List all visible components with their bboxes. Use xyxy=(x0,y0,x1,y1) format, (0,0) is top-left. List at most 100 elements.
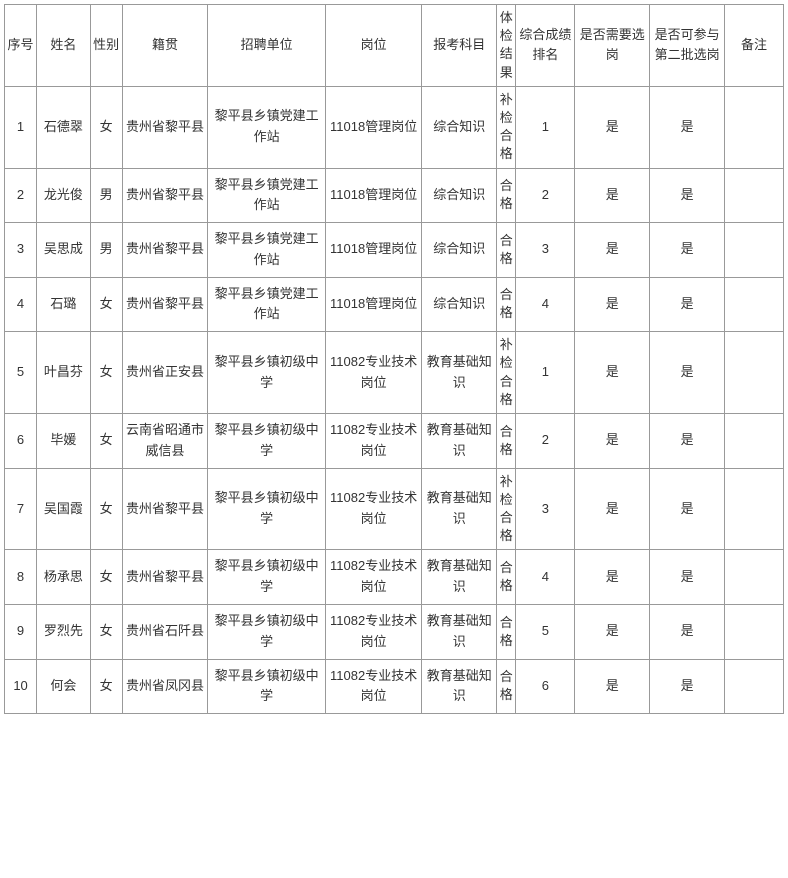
cell-origin: 贵州省黎平县 xyxy=(122,550,208,605)
cell-gender: 女 xyxy=(90,414,122,469)
cell-need: 是 xyxy=(575,332,650,414)
cell-subject: 教育基础知识 xyxy=(422,414,497,469)
cell-origin: 贵州省石阡县 xyxy=(122,604,208,659)
cell-subject: 综合知识 xyxy=(422,277,497,332)
header-origin: 籍贯 xyxy=(122,5,208,87)
cell-name: 毕媛 xyxy=(37,414,91,469)
cell-physical: 补检合格 xyxy=(497,332,516,414)
cell-remark xyxy=(725,659,784,714)
cell-subject: 教育基础知识 xyxy=(422,332,497,414)
cell-rank: 3 xyxy=(516,223,575,278)
cell-physical: 合格 xyxy=(497,277,516,332)
cell-subject: 综合知识 xyxy=(422,223,497,278)
header-gender: 性别 xyxy=(90,5,122,87)
header-need: 是否需要选岗 xyxy=(575,5,650,87)
cell-gender: 男 xyxy=(90,223,122,278)
header-physical: 体检结果 xyxy=(497,5,516,87)
cell-seq: 6 xyxy=(5,414,37,469)
cell-rank: 3 xyxy=(516,468,575,550)
cell-seq: 7 xyxy=(5,468,37,550)
cell-position: 11082专业技术岗位 xyxy=(325,414,421,469)
cell-position: 11082专业技术岗位 xyxy=(325,550,421,605)
cell-rank: 2 xyxy=(516,168,575,223)
cell-second: 是 xyxy=(650,277,725,332)
cell-position: 11082专业技术岗位 xyxy=(325,604,421,659)
cell-origin: 贵州省黎平县 xyxy=(122,223,208,278)
cell-origin: 云南省昭通市威信县 xyxy=(122,414,208,469)
cell-second: 是 xyxy=(650,659,725,714)
cell-second: 是 xyxy=(650,168,725,223)
cell-position: 11018管理岗位 xyxy=(325,168,421,223)
cell-need: 是 xyxy=(575,468,650,550)
cell-origin: 贵州省黎平县 xyxy=(122,86,208,168)
cell-position: 11018管理岗位 xyxy=(325,277,421,332)
cell-gender: 女 xyxy=(90,604,122,659)
cell-unit: 黎平县乡镇初级中学 xyxy=(208,659,326,714)
cell-origin: 贵州省黎平县 xyxy=(122,468,208,550)
cell-physical: 合格 xyxy=(497,604,516,659)
cell-remark xyxy=(725,277,784,332)
cell-seq: 9 xyxy=(5,604,37,659)
cell-unit: 黎平县乡镇党建工作站 xyxy=(208,168,326,223)
cell-need: 是 xyxy=(575,223,650,278)
cell-unit: 黎平县乡镇党建工作站 xyxy=(208,277,326,332)
cell-unit: 黎平县乡镇初级中学 xyxy=(208,414,326,469)
cell-subject: 教育基础知识 xyxy=(422,604,497,659)
cell-need: 是 xyxy=(575,550,650,605)
header-remark: 备注 xyxy=(725,5,784,87)
cell-unit: 黎平县乡镇初级中学 xyxy=(208,604,326,659)
cell-rank: 4 xyxy=(516,277,575,332)
cell-origin: 贵州省黎平县 xyxy=(122,277,208,332)
cell-name: 何会 xyxy=(37,659,91,714)
cell-name: 石璐 xyxy=(37,277,91,332)
cell-position: 11082专业技术岗位 xyxy=(325,332,421,414)
table-row: 10何会女贵州省凤冈县黎平县乡镇初级中学11082专业技术岗位教育基础知识合格6… xyxy=(5,659,784,714)
cell-seq: 4 xyxy=(5,277,37,332)
cell-gender: 男 xyxy=(90,168,122,223)
cell-physical: 补检合格 xyxy=(497,468,516,550)
cell-position: 11018管理岗位 xyxy=(325,223,421,278)
cell-seq: 10 xyxy=(5,659,37,714)
cell-rank: 6 xyxy=(516,659,575,714)
cell-second: 是 xyxy=(650,332,725,414)
cell-need: 是 xyxy=(575,659,650,714)
cell-physical: 合格 xyxy=(497,414,516,469)
cell-subject: 教育基础知识 xyxy=(422,468,497,550)
cell-remark xyxy=(725,550,784,605)
cell-rank: 4 xyxy=(516,550,575,605)
cell-name: 杨承思 xyxy=(37,550,91,605)
cell-gender: 女 xyxy=(90,550,122,605)
table-row: 1石德翠女贵州省黎平县黎平县乡镇党建工作站11018管理岗位综合知识补检合格1是… xyxy=(5,86,784,168)
table-row: 2龙光俊男贵州省黎平县黎平县乡镇党建工作站11018管理岗位综合知识合格2是是 xyxy=(5,168,784,223)
cell-name: 吴思成 xyxy=(37,223,91,278)
cell-unit: 黎平县乡镇党建工作站 xyxy=(208,86,326,168)
cell-remark xyxy=(725,468,784,550)
cell-remark xyxy=(725,223,784,278)
recruitment-table: 序号姓名性别籍贯招聘单位岗位报考科目体检结果综合成绩排名是否需要选岗是否可参与第… xyxy=(4,4,784,714)
cell-subject: 综合知识 xyxy=(422,168,497,223)
cell-gender: 女 xyxy=(90,277,122,332)
cell-name: 叶昌芬 xyxy=(37,332,91,414)
cell-subject: 教育基础知识 xyxy=(422,550,497,605)
table-row: 8杨承思女贵州省黎平县黎平县乡镇初级中学11082专业技术岗位教育基础知识合格4… xyxy=(5,550,784,605)
cell-need: 是 xyxy=(575,604,650,659)
cell-second: 是 xyxy=(650,414,725,469)
cell-need: 是 xyxy=(575,86,650,168)
header-position: 岗位 xyxy=(325,5,421,87)
cell-gender: 女 xyxy=(90,86,122,168)
table-row: 5叶昌芬女贵州省正安县黎平县乡镇初级中学11082专业技术岗位教育基础知识补检合… xyxy=(5,332,784,414)
cell-unit: 黎平县乡镇初级中学 xyxy=(208,550,326,605)
cell-name: 罗烈先 xyxy=(37,604,91,659)
cell-remark xyxy=(725,86,784,168)
cell-physical: 补检合格 xyxy=(497,86,516,168)
cell-rank: 1 xyxy=(516,332,575,414)
cell-gender: 女 xyxy=(90,659,122,714)
cell-gender: 女 xyxy=(90,332,122,414)
cell-need: 是 xyxy=(575,168,650,223)
header-unit: 招聘单位 xyxy=(208,5,326,87)
cell-physical: 合格 xyxy=(497,223,516,278)
cell-origin: 贵州省黎平县 xyxy=(122,168,208,223)
cell-physical: 合格 xyxy=(497,168,516,223)
cell-remark xyxy=(725,168,784,223)
header-second: 是否可参与第二批选岗 xyxy=(650,5,725,87)
